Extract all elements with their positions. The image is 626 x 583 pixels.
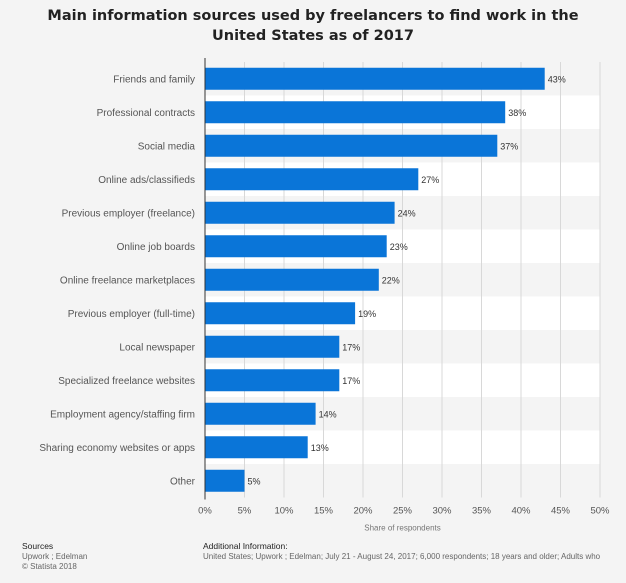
additional-info-text: United States; Upwork ; Edelman; July 21… <box>203 551 601 561</box>
sources-line-1: Upwork ; Edelman <box>22 551 88 561</box>
x-tick-label: 35% <box>472 506 492 517</box>
bar <box>205 402 316 425</box>
data-label: 23% <box>390 242 408 252</box>
bar <box>205 67 545 90</box>
x-tick-label: 40% <box>511 506 531 517</box>
category-label: Friends and family <box>113 74 195 85</box>
sources-block: Sources Upwork ; Edelman © Statista 2018 <box>22 541 87 573</box>
category-label: Sharing economy websites or apps <box>39 443 195 454</box>
bar <box>205 101 506 124</box>
x-tick-label: 30% <box>432 506 452 517</box>
x-tick-label: 5% <box>238 506 252 517</box>
category-label: Social media <box>138 141 196 152</box>
category-label: Online ads/classifieds <box>98 175 195 186</box>
bar <box>205 268 379 291</box>
bar <box>205 369 340 392</box>
category-label: Professional contracts <box>97 108 195 119</box>
data-label: 5% <box>248 476 261 486</box>
bar <box>205 201 395 224</box>
data-label: 14% <box>319 409 337 419</box>
x-tick-label: 10% <box>274 506 294 517</box>
data-label: 27% <box>421 175 439 185</box>
category-label: Previous employer (freelance) <box>62 208 195 219</box>
chart-title-line-1: Main information sources used by freelan… <box>47 8 579 24</box>
bar <box>205 436 308 459</box>
x-tick-label: 15% <box>314 506 334 517</box>
category-label: Specialized freelance websites <box>58 376 195 387</box>
bar <box>205 469 245 492</box>
data-label: 38% <box>508 108 526 118</box>
bar <box>205 168 419 191</box>
data-label: 19% <box>358 309 376 319</box>
chart-title: Main information sources used by freelan… <box>0 6 626 46</box>
data-label: 37% <box>500 141 518 151</box>
bar-chart: Friends and family 43% Professional contra… <box>39 58 610 533</box>
x-tick-label: 20% <box>353 506 373 517</box>
sources-line-2: © Statista 2018 <box>22 562 77 571</box>
bar <box>205 235 387 258</box>
category-label: Online freelance marketplaces <box>60 275 195 286</box>
data-label: 24% <box>398 208 416 218</box>
x-tick-label: 50% <box>590 506 610 517</box>
bar <box>205 134 498 157</box>
category-label: Previous employer (full-time) <box>68 309 195 320</box>
chart-title-line-2: United States as of 2017 <box>211 28 414 44</box>
data-label: 17% <box>342 376 360 386</box>
x-tick-label: 25% <box>393 506 413 517</box>
category-label: Other <box>170 476 196 487</box>
additional-info-block: Additional Information: United States; U… <box>203 541 626 562</box>
category-label: Local newspaper <box>119 342 195 353</box>
data-label: 43% <box>548 74 566 84</box>
x-tick-label: 0% <box>198 506 212 517</box>
category-label: Online job boards <box>117 242 195 253</box>
bar <box>205 302 356 325</box>
data-label: 22% <box>382 275 400 285</box>
data-label: 17% <box>342 342 360 352</box>
x-tick-label: 45% <box>551 506 571 517</box>
sources-heading: Sources <box>22 541 54 551</box>
additional-info-heading: Additional Information: <box>203 541 288 551</box>
data-label: 13% <box>311 443 329 453</box>
x-axis-label: Share of respondents <box>364 524 441 533</box>
category-label: Employment agency/staffing firm <box>50 409 195 420</box>
bar <box>205 335 340 358</box>
